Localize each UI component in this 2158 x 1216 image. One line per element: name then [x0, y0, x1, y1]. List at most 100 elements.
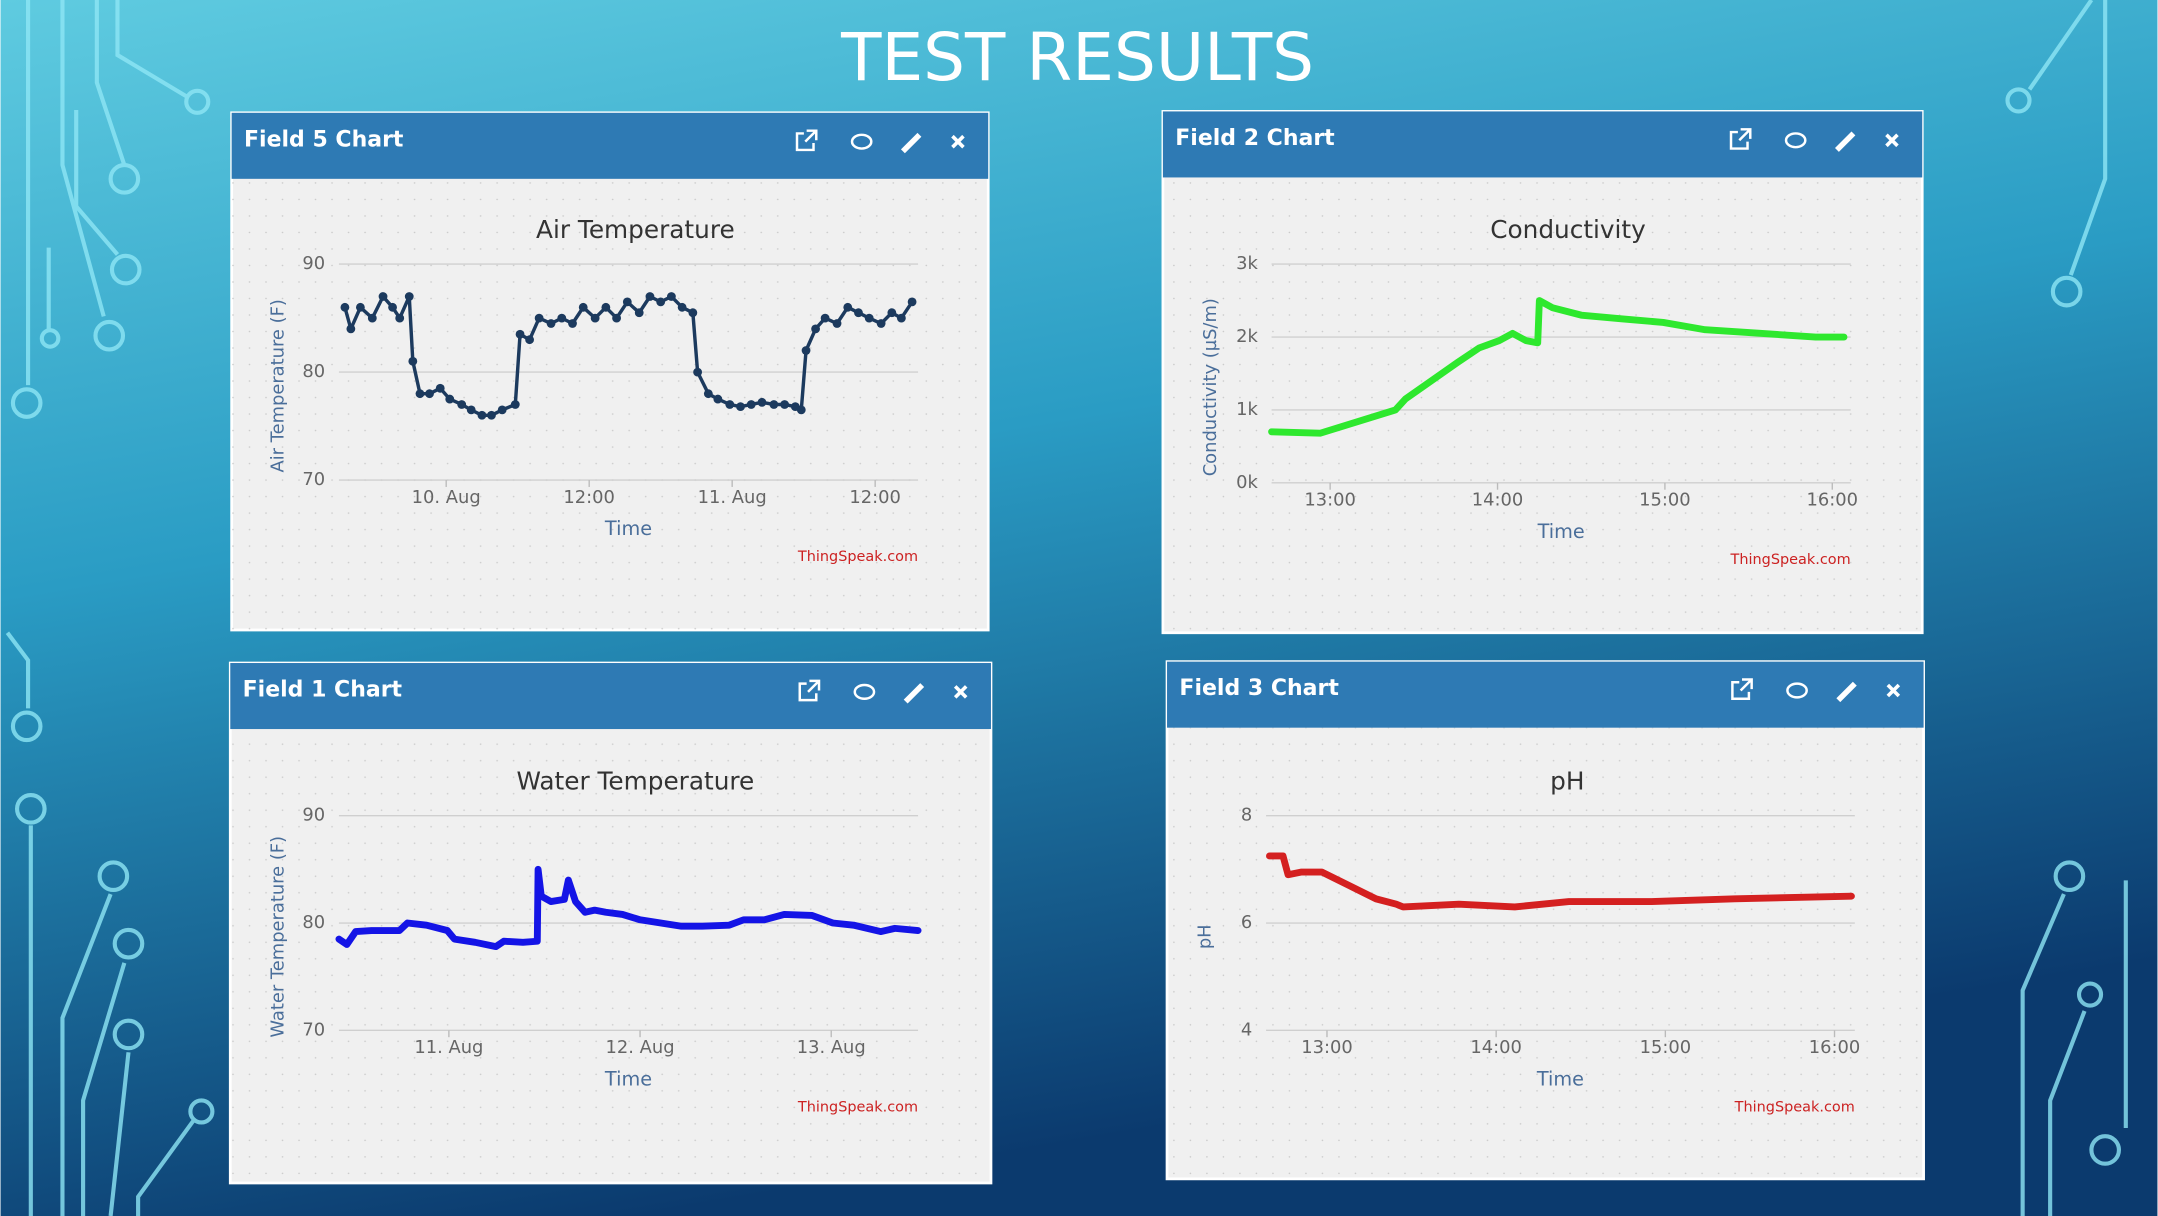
data-point: [820, 313, 830, 323]
data-point: [832, 319, 842, 328]
data-point: [907, 297, 917, 307]
open-icon[interactable]: [1729, 128, 1752, 150]
data-point: [404, 292, 414, 301]
y-tick-label: 80: [302, 912, 325, 933]
x-tick-label: 15:00: [1639, 490, 1691, 511]
y-axis-label: Air Temperature (F): [267, 299, 288, 472]
panel-title: Field 1 Chart: [243, 678, 403, 703]
data-line: [1268, 297, 1848, 437]
credit: ThingSpeak.com: [797, 1099, 918, 1115]
x-axis-label: Time: [1536, 1067, 1584, 1090]
y-axis-label: pH: [1195, 924, 1216, 949]
chart-panel: Field 3 Chart pH 4 6 8 13:00 14:00 15:00 16:00 Ti…: [1165, 660, 1925, 1181]
slide-title: TEST RESULTS: [840, 19, 1314, 96]
edit-icon[interactable]: [900, 132, 922, 154]
panel-header: [230, 663, 991, 730]
circuit-decoration: [5, 0, 2128, 1216]
data-point: [896, 313, 906, 323]
data-point: [578, 302, 588, 312]
close-icon[interactable]: [1885, 133, 1899, 148]
panel-dots: [230, 729, 991, 1183]
data-point: [466, 405, 476, 415]
data-point: [515, 329, 525, 339]
data-point: [568, 319, 577, 328]
x-tick-label: 12. Aug: [606, 1037, 675, 1058]
close-icon[interactable]: [951, 134, 965, 149]
panel-header: [231, 112, 989, 179]
y-tick-label: 80: [302, 361, 325, 382]
panel-title: Field 2 Chart: [1175, 126, 1335, 151]
data-point: [634, 308, 644, 318]
data-point: [736, 402, 745, 412]
x-tick-label: 11. Aug: [698, 487, 767, 508]
data-point: [713, 394, 723, 404]
data-point: [487, 410, 496, 420]
data-point: [876, 319, 886, 328]
y-axis-label: Water Temperature (F): [267, 836, 288, 1038]
data-point: [497, 405, 507, 415]
y-tick-label: 3k: [1236, 253, 1258, 274]
data-point: [546, 319, 556, 328]
y-tick-label: 6: [1241, 912, 1252, 933]
x-axis-label: Time: [604, 1067, 652, 1090]
data-point: [622, 297, 632, 307]
credit: ThingSpeak.com: [797, 549, 918, 565]
data-line: [343, 294, 914, 418]
data-point: [843, 302, 853, 312]
data-point: [590, 313, 600, 323]
comment-icon[interactable]: [1784, 132, 1807, 149]
data-point: [601, 302, 611, 312]
x-tick-label: 15:00: [1640, 1037, 1692, 1058]
data-point: [415, 389, 425, 399]
header-icons: [1729, 128, 1899, 152]
x-tick-label: 10. Aug: [412, 487, 481, 508]
data-point: [666, 292, 676, 301]
x-tick-label: 13:00: [1304, 490, 1356, 511]
header-icons: [798, 679, 968, 704]
data-point: [425, 389, 434, 399]
chart-title: pH: [1550, 767, 1584, 796]
close-icon[interactable]: [1886, 683, 1901, 698]
data-point: [510, 400, 520, 409]
y-tick-label: 70: [302, 469, 325, 490]
chart-title: Water Temperature: [516, 767, 754, 796]
close-icon[interactable]: [953, 685, 968, 699]
edit-icon[interactable]: [903, 683, 925, 704]
data-point: [796, 405, 806, 415]
open-icon[interactable]: [1731, 678, 1753, 701]
edit-icon[interactable]: [1834, 131, 1856, 152]
comment-icon[interactable]: [853, 683, 876, 701]
panel-header: [1167, 661, 1924, 728]
credit: ThingSpeak.com: [1734, 1099, 1855, 1115]
x-tick-label: 14:00: [1472, 490, 1524, 511]
data-point: [445, 394, 455, 404]
data-line: [1266, 852, 1855, 911]
data-point: [346, 324, 356, 334]
x-axis-label: Time: [604, 517, 652, 540]
open-icon[interactable]: [795, 129, 818, 152]
data-point: [703, 389, 713, 399]
y-tick-label: 4: [1241, 1019, 1252, 1040]
data-point: [525, 335, 535, 345]
comment-icon[interactable]: [850, 133, 873, 150]
panel-dots: [1167, 727, 1924, 1179]
data-point: [693, 367, 703, 377]
x-tick-label: 11. Aug: [414, 1037, 483, 1058]
data-point: [408, 356, 418, 366]
chart-panel: Field 1 Chart Water Temperature 70 80 90 11. …: [228, 661, 993, 1185]
data-point: [746, 400, 756, 409]
data-point: [355, 302, 365, 312]
edit-icon[interactable]: [1836, 681, 1857, 703]
credit: ThingSpeak.com: [1730, 552, 1851, 568]
open-icon[interactable]: [798, 679, 821, 702]
header-icons: [795, 129, 965, 154]
panel-dots: [231, 178, 989, 631]
data-point: [811, 324, 820, 334]
header-icons: [1731, 678, 1901, 703]
x-tick-label: 16:00: [1809, 1037, 1861, 1058]
comment-icon[interactable]: [1786, 682, 1808, 699]
y-tick-label: 90: [302, 253, 325, 274]
data-point: [477, 410, 487, 420]
